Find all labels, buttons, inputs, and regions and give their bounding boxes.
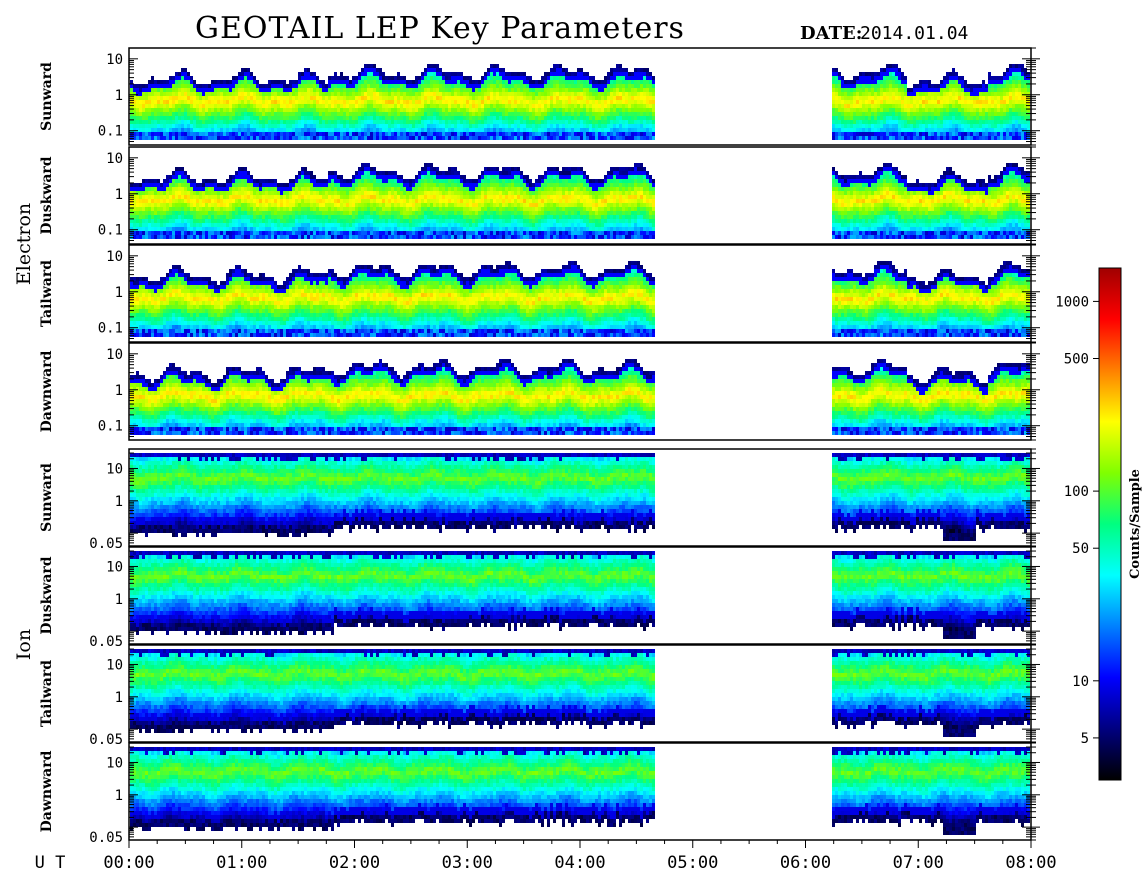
panel-electron-duskward: 10 1 0.1 Duskward: [39, 147, 1040, 244]
panel-electron-tailward: 10 1 0.1 Tailward: [39, 245, 1040, 342]
y-tick-label: 10: [106, 151, 123, 167]
y-tick-label: 1: [115, 788, 123, 804]
spectrogram-cells: [130, 261, 1030, 337]
group-label-ion: Ion: [13, 629, 35, 660]
y-tick-label: 0.1: [98, 321, 123, 337]
y-tick-label: 10: [106, 559, 123, 575]
direction-label: Dawnward: [39, 750, 55, 832]
y-tick-label: 1: [115, 494, 123, 510]
spectrogram-cells: [130, 551, 1030, 639]
x-tick-label: 01:00: [216, 853, 267, 873]
colorbar-label: Counts/Sample: [1128, 469, 1142, 579]
panel-ion-dawnward: 10 1 0.05 Dawnward: [39, 743, 1040, 846]
y-tick-label: 1: [115, 690, 123, 706]
spectrogram-cells: [130, 747, 1030, 835]
colorbar-tick-label: 500: [1064, 352, 1089, 368]
y-tick-label: 10: [106, 347, 123, 363]
direction-label: Duskward: [39, 156, 55, 234]
geotail-lep-plot: GEOTAIL LEP Key Parameters DATE: 2014.01…: [0, 0, 1142, 880]
y-tick-label: 1: [115, 88, 123, 104]
y-tick-label: 1: [115, 285, 123, 301]
colorbar-tick-label: 100: [1064, 484, 1089, 500]
y-tick-label: 1: [115, 187, 123, 203]
x-axis-label: U T: [35, 853, 66, 873]
colorbar-tick-label: 10: [1072, 674, 1089, 690]
group-label-electron: Electron: [13, 203, 35, 285]
colorbar-tick-label: 5: [1081, 731, 1089, 747]
y-tick-label: 0.1: [98, 223, 123, 239]
panel-ion-sunward: 10 1 0.05 Sunward: [39, 449, 1040, 552]
date-label: DATE:: [800, 23, 862, 44]
y-tick-label: 1: [115, 383, 123, 399]
y-tick-label: 0.1: [98, 419, 123, 435]
chart-title: GEOTAIL LEP Key Parameters: [195, 11, 685, 46]
y-tick-label: 0.05: [89, 732, 123, 748]
y-tick-label: 10: [106, 52, 123, 68]
colorbar-tick-label: 50: [1072, 541, 1089, 557]
y-tick-label: 10: [106, 755, 123, 771]
y-tick-label: 0.05: [89, 634, 123, 650]
spectrogram-cells: [130, 359, 1030, 435]
x-tick-label: 05:00: [667, 853, 718, 873]
direction-label: Tailward: [39, 660, 55, 727]
direction-label: Duskward: [39, 556, 55, 634]
x-tick-label: 02:00: [329, 853, 380, 873]
x-tick-label: 03:00: [442, 853, 493, 873]
panel-electron-dawnward: 10 1 0.1 Dawnward: [39, 343, 1040, 440]
panel-ion-tailward: 10 1 0.05 Tailward: [39, 645, 1040, 748]
group-labels: Electron Ion: [13, 203, 35, 660]
y-tick-label: 10: [106, 249, 123, 265]
direction-label: Sunward: [39, 62, 55, 131]
y-tick-label: 0.05: [89, 830, 123, 846]
direction-label: Dawnward: [39, 350, 55, 432]
panel-electron-sunward: 10 1 0.1 Sunward: [39, 48, 1040, 145]
colorbar: 5 10 50 100 500 1000 Counts/Sample: [1055, 268, 1142, 780]
y-tick-label: 0.05: [89, 536, 123, 552]
date-value: 2014.01.04: [860, 23, 968, 44]
spectrogram-panels: 10 1 0.1 Sunward 10 1 0.1 Duskward 10 1 0.1 Tailwar…: [39, 48, 1040, 846]
y-tick-label: 10: [106, 657, 123, 673]
colorbar-ticks: 5 10 50 100 500 1000: [1055, 294, 1099, 747]
x-tick-label: 00:00: [103, 853, 154, 873]
direction-label: Tailward: [39, 260, 55, 327]
y-tick-label: 10: [106, 461, 123, 477]
x-tick-label: 06:00: [780, 853, 831, 873]
y-tick-label: 0.1: [98, 124, 123, 140]
panel-ion-duskward: 10 1 0.05 Duskward: [39, 547, 1040, 650]
x-tick-label: 07:00: [893, 853, 944, 873]
x-tick-label: 04:00: [554, 853, 605, 873]
spectrogram-cells: [130, 64, 1030, 140]
spectrogram-cells: [130, 453, 1030, 541]
colorbar-bar: [1099, 268, 1121, 780]
y-tick-label: 1: [115, 592, 123, 608]
x-axis: U T 00:00 01:00 02:00 03:00 04:00 05:00 06:00 07…: [35, 840, 1057, 873]
spectrogram-cells: [130, 649, 1030, 737]
direction-label: Sunward: [39, 463, 55, 532]
colorbar-tick-label: 1000: [1055, 294, 1089, 310]
spectrogram-cells: [130, 163, 1030, 239]
x-tick-label: 08:00: [1005, 853, 1056, 873]
